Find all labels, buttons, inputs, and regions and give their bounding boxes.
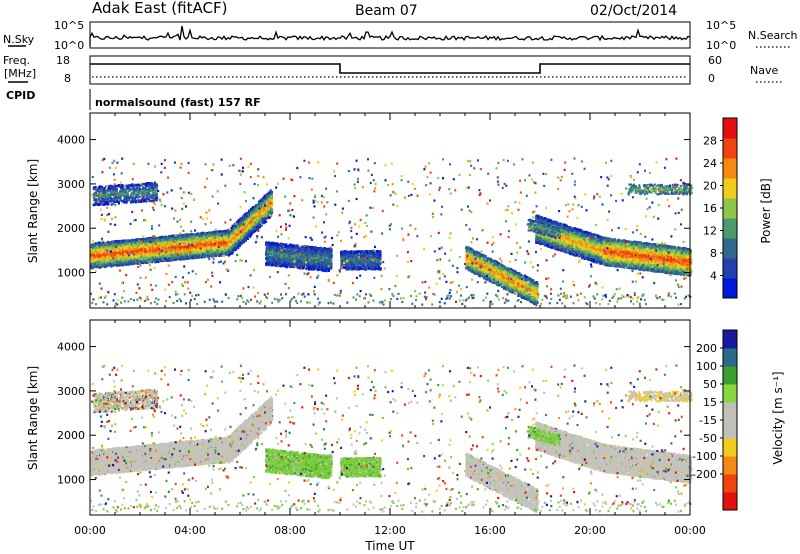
power-cell bbox=[136, 261, 138, 263]
freq-label: Freq. bbox=[3, 54, 30, 67]
power-cell bbox=[126, 247, 128, 249]
nsky-tick-top: 10^5 bbox=[54, 19, 84, 32]
nsky-line bbox=[90, 26, 690, 46]
power-cell bbox=[134, 246, 136, 248]
nsky-tick-bottom: 10^0 bbox=[54, 39, 84, 52]
power-cell bbox=[119, 257, 121, 259]
freq-panel-frame bbox=[90, 56, 690, 84]
power-cell bbox=[93, 252, 95, 254]
power-cell bbox=[96, 246, 98, 248]
date-title: 02/Oct/2014 bbox=[590, 3, 677, 19]
power-cell bbox=[128, 260, 130, 262]
power-cell bbox=[90, 251, 92, 253]
power-cell bbox=[108, 262, 110, 264]
power-cell bbox=[113, 252, 115, 254]
power-cell bbox=[134, 244, 136, 246]
power-cell bbox=[98, 265, 100, 267]
rti-figure: Adak East (fitACF) Beam 07 02/Oct/2014 N… bbox=[0, 0, 800, 554]
power-cell bbox=[136, 253, 138, 255]
power-cell bbox=[124, 242, 126, 244]
power-cell bbox=[92, 258, 94, 260]
power-scatter bbox=[90, 157, 693, 306]
nsky-label: N.Sky bbox=[3, 33, 35, 46]
station-title: Adak East (fitACF) bbox=[92, 0, 227, 17]
nsearch-tick-bottom: 10^0 bbox=[706, 39, 736, 52]
nave-tick-bottom: 0 bbox=[708, 72, 715, 85]
nsearch-tick-top: 10^5 bbox=[706, 19, 736, 32]
power-cell bbox=[92, 264, 94, 266]
freq-tick-bottom: 8 bbox=[64, 72, 71, 85]
freq-unit-label: [MHz] bbox=[4, 67, 36, 80]
cpid-text: normalsound (fast) 157 RF bbox=[95, 96, 261, 109]
power-cell bbox=[117, 252, 119, 254]
power-cell bbox=[111, 261, 113, 263]
power-cell bbox=[115, 252, 117, 254]
power-cell bbox=[94, 264, 96, 266]
power-cell bbox=[103, 256, 105, 258]
nave-label: Nave bbox=[750, 64, 778, 77]
power-cell bbox=[114, 255, 116, 257]
power-cell bbox=[119, 253, 121, 255]
plot-root: Adak East (fitACF) Beam 07 02/Oct/2014 N… bbox=[0, 0, 800, 554]
nave-tick-top: 60 bbox=[708, 54, 722, 67]
power-cell bbox=[130, 250, 132, 252]
nsky-trace bbox=[90, 26, 690, 46]
power-cell bbox=[99, 261, 101, 263]
cpid-label: CPID bbox=[6, 89, 35, 102]
power-cell bbox=[98, 263, 100, 265]
freq-trace bbox=[90, 64, 690, 73]
freq-tick-top: 18 bbox=[56, 54, 70, 67]
power-cell bbox=[114, 258, 116, 260]
power-cell bbox=[99, 255, 101, 257]
power-cell bbox=[122, 259, 124, 261]
beam-title: Beam 07 bbox=[355, 3, 418, 19]
power-cell bbox=[126, 262, 128, 264]
power-cell bbox=[112, 241, 114, 243]
power-cell bbox=[104, 263, 106, 265]
nsearch-label: N.Search bbox=[748, 29, 798, 42]
power-cell bbox=[92, 254, 94, 256]
power-cell bbox=[129, 240, 131, 242]
power-cell bbox=[132, 248, 134, 250]
power-cell bbox=[110, 265, 112, 267]
power-cell bbox=[111, 243, 113, 245]
power-cell bbox=[109, 243, 111, 245]
